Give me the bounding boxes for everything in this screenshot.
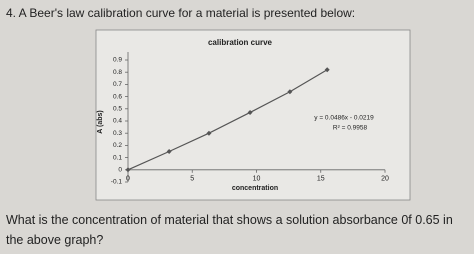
question: What is the concentration of material th… <box>6 213 453 247</box>
y-tick-label: 0.1 <box>113 154 122 161</box>
y-tick-label: 0.2 <box>113 142 122 149</box>
y-tick-label: 0.8 <box>113 69 122 76</box>
question-intro: 4. A Beer's law calibration curve for a … <box>6 6 356 20</box>
y-tick-label: 0 <box>118 167 122 174</box>
x-axis-label: concentration <box>232 185 278 192</box>
y-tick-label: 0.9 <box>113 57 122 64</box>
y-tick-label: -0.1 <box>111 179 123 186</box>
data-point <box>125 167 131 173</box>
y-tick-label: 0.6 <box>113 93 122 100</box>
equation: y = 0.0486x - 0.0219 <box>314 115 374 122</box>
x-tick-label: 20 <box>381 176 389 183</box>
data-point <box>206 130 212 136</box>
data-point <box>166 149 172 154</box>
y-tick-label: 0.7 <box>113 81 122 88</box>
y-axis-label: A (abs) <box>97 110 104 133</box>
r-squared: R² = 0.9958 <box>333 125 368 132</box>
x-tick-label: 0 <box>126 176 130 183</box>
x-tick-label: 15 <box>317 176 325 183</box>
data-point <box>287 89 293 95</box>
y-tick-label: 0.3 <box>113 130 122 137</box>
x-tick-label: 10 <box>253 176 261 183</box>
chart-frame <box>95 29 411 201</box>
series-line <box>127 69 328 171</box>
y-tick-label: 0.5 <box>113 106 122 113</box>
data-point <box>324 67 330 73</box>
y-tick-label: 0.4 <box>113 118 122 125</box>
x-tick-label: 5 <box>190 176 194 183</box>
chart-title: calibration curve <box>208 38 273 47</box>
data-point <box>247 109 253 115</box>
